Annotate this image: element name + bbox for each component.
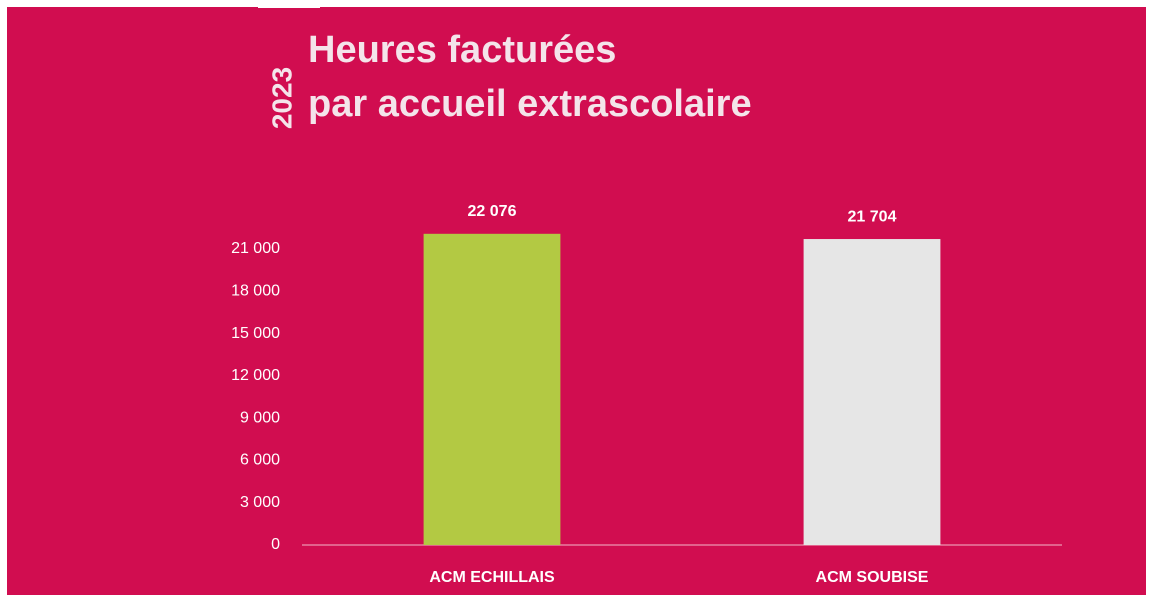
y-tick-label: 18 000 xyxy=(231,282,280,299)
chart-title: par accueil extrascolaire xyxy=(308,83,752,125)
chart-title: Heures facturées xyxy=(308,29,616,71)
value-label: 22 076 xyxy=(468,203,517,220)
bar xyxy=(803,239,941,545)
x-tick-label: ACM SOUBISE xyxy=(816,569,929,586)
y-tick-label: 3 000 xyxy=(240,494,280,511)
y-tick-label: 0 xyxy=(271,536,280,553)
y-tick-label: 15 000 xyxy=(231,325,280,342)
x-tick-label: ACM ECHILLAIS xyxy=(429,569,555,586)
y-tick-label: 6 000 xyxy=(240,452,280,469)
bar xyxy=(423,233,561,545)
value-label: 21 704 xyxy=(848,208,897,225)
year-label: 2023 xyxy=(266,67,297,129)
decoration xyxy=(258,5,320,8)
background xyxy=(7,7,1146,595)
y-tick-label: 9 000 xyxy=(240,409,280,426)
y-tick-label: 12 000 xyxy=(231,367,280,384)
y-tick-label: 21 000 xyxy=(231,240,280,257)
